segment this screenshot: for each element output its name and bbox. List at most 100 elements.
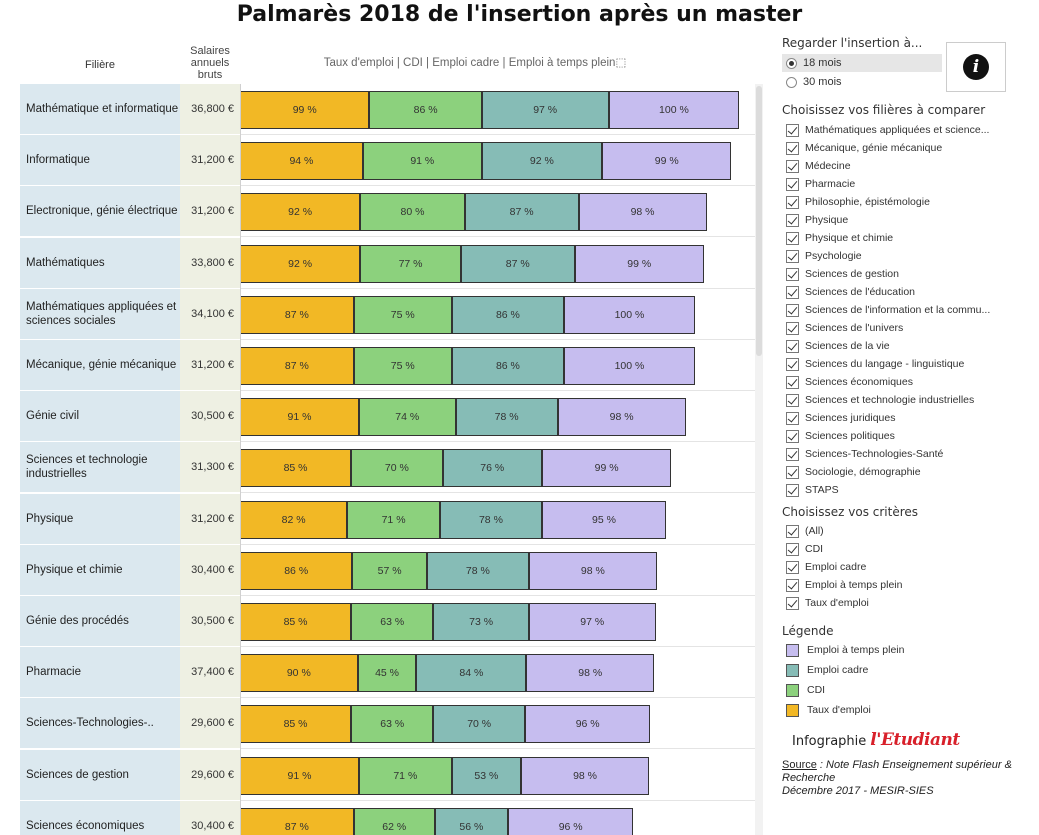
bar-segment-cdi[interactable]: 77 % <box>360 244 461 283</box>
bar-segment-cdi[interactable]: 86 % <box>369 91 482 129</box>
critere-checkbox[interactable]: Emploi cadre <box>786 558 866 576</box>
filiere-checkbox[interactable]: STAPS <box>786 481 839 499</box>
filiere-checkbox[interactable]: Sciences économiques <box>786 373 913 391</box>
bar-segment-emploi-temps-plein[interactable]: 95 % <box>541 500 667 539</box>
bar-segment-emploi-cadre[interactable]: 76 % <box>442 449 542 488</box>
checkbox-checked-icon <box>786 357 799 371</box>
chart-scrollbar-thumb[interactable] <box>756 86 762 356</box>
filiere-checkbox[interactable]: Médecine <box>786 157 851 175</box>
bar-segment-emploi-temps-plein[interactable]: 98 % <box>526 654 655 693</box>
filiere-checkbox[interactable]: Sciences de l'univers <box>786 319 903 337</box>
bar-segment-emploi-temps-plein[interactable]: 98 % <box>578 193 707 232</box>
info-button[interactable]: i <box>946 42 1006 92</box>
filiere-checkbox[interactable]: Sciences de gestion <box>786 265 899 283</box>
bar-segment-taux-d-emploi[interactable]: 87 % <box>240 295 354 334</box>
bar-segment-emploi-cadre[interactable]: 97 % <box>481 91 609 129</box>
bar-segment-taux-d-emploi[interactable]: 85 % <box>240 603 352 641</box>
bar-segment-emploi-temps-plein[interactable]: 99 % <box>602 142 732 181</box>
bar-segment-emploi-temps-plein[interactable]: 99 % <box>541 449 672 488</box>
chart-scrollbar[interactable] <box>755 84 763 835</box>
bar-segment-emploi-cadre[interactable]: 92 % <box>481 142 603 181</box>
bar-segment-emploi-cadre[interactable]: 86 % <box>451 347 565 385</box>
bar-segment-emploi-cadre[interactable]: 84 % <box>416 654 527 693</box>
filiere-checkbox[interactable]: Mathématiques appliquées et science... <box>786 121 989 139</box>
filiere-checkbox[interactable]: Psychologie <box>786 247 862 265</box>
bar-segment-taux-d-emploi[interactable]: 99 % <box>240 91 370 129</box>
bar-segment-emploi-cadre[interactable]: 73 % <box>433 603 529 641</box>
bar-segment-emploi-cadre[interactable]: 78 % <box>439 500 542 539</box>
critere-checkbox[interactable]: Emploi à temps plein <box>786 576 902 594</box>
bar-segment-cdi[interactable]: 91 % <box>362 142 482 181</box>
bar-segment-cdi[interactable]: 63 % <box>351 603 434 641</box>
bar-segment-emploi-cadre[interactable]: 78 % <box>455 398 558 437</box>
filiere-checkbox[interactable]: Sciences de l'éducation <box>786 283 915 301</box>
filiere-checkbox[interactable]: Physique et chimie <box>786 229 893 247</box>
bar-segment-emploi-cadre[interactable]: 56 % <box>434 807 508 835</box>
chart-divider <box>240 84 241 835</box>
filiere-checkbox[interactable]: Sciences et technologie industrielles <box>786 391 974 409</box>
bar-segment-cdi[interactable]: 80 % <box>360 193 465 232</box>
bar-segment-taux-d-emploi[interactable]: 91 % <box>240 756 359 795</box>
bar-segment-cdi[interactable]: 62 % <box>353 807 435 835</box>
filiere-checkbox[interactable]: Sciences-Technologies-Santé <box>786 445 943 463</box>
bar-segment-emploi-cadre[interactable]: 78 % <box>426 551 529 590</box>
bar-segment-taux-d-emploi[interactable]: 87 % <box>240 347 354 385</box>
bar-segment-cdi[interactable]: 71 % <box>347 500 440 539</box>
bar-segment-emploi-cadre[interactable]: 53 % <box>451 756 521 795</box>
bar-segment-taux-d-emploi[interactable]: 92 % <box>240 244 361 283</box>
bar-segment-taux-d-emploi[interactable]: 85 % <box>240 449 352 488</box>
bar-segment-cdi[interactable]: 63 % <box>351 705 434 744</box>
bar-segment-emploi-cadre[interactable]: 87 % <box>460 244 575 283</box>
critere-checkbox[interactable]: CDI <box>786 540 823 558</box>
filiere-checkbox[interactable]: Sciences du langage - linguistique <box>786 355 964 373</box>
bar-segment-emploi-cadre[interactable]: 70 % <box>433 705 525 744</box>
critere-checkbox[interactable]: Taux d'emploi <box>786 594 869 612</box>
bar-segment-emploi-temps-plein[interactable]: 99 % <box>574 244 704 283</box>
filiere-checkbox[interactable]: Physique <box>786 211 848 229</box>
bar-segment-taux-d-emploi[interactable]: 94 % <box>240 142 363 181</box>
bar-segment-emploi-temps-plein[interactable]: 96 % <box>507 807 634 835</box>
bar-segment-emploi-temps-plein[interactable]: 100 % <box>564 295 695 334</box>
critere-checkbox[interactable]: (All) <box>786 522 824 540</box>
filiere-checkbox[interactable]: Sciences de la vie <box>786 337 890 355</box>
filiere-checkbox[interactable]: Sciences juridiques <box>786 409 895 427</box>
bar-segment-emploi-cadre[interactable]: 86 % <box>451 295 565 334</box>
filiere-checkbox[interactable]: Sciences politiques <box>786 427 895 445</box>
checkbox-checked-icon <box>786 524 799 538</box>
bar-segment-emploi-temps-plein[interactable]: 97 % <box>528 603 656 641</box>
filiere-checkbox[interactable]: Philosophie, épistémologie <box>786 193 930 211</box>
bar-segment-taux-d-emploi[interactable]: 87 % <box>240 807 354 835</box>
bar-value-label: 96 % <box>575 718 600 731</box>
bar-segment-taux-d-emploi[interactable]: 92 % <box>240 193 361 232</box>
bar-segment-taux-d-emploi[interactable]: 82 % <box>240 500 348 539</box>
radio-18-mois[interactable]: 18 mois <box>782 54 942 72</box>
filiere-checkbox[interactable]: Pharmacie <box>786 175 855 193</box>
bar-segment-emploi-cadre[interactable]: 87 % <box>464 193 579 232</box>
bar-value-label: 75 % <box>390 360 415 372</box>
bar-segment-emploi-temps-plein[interactable]: 100 % <box>608 91 740 129</box>
bar-segment-cdi[interactable]: 57 % <box>352 551 427 590</box>
radio-30-mois[interactable]: 30 mois <box>782 73 942 91</box>
table-row: Informatique 31,200 € 94 % 91 % 92 % 99 % <box>20 135 755 187</box>
bar-segment-cdi[interactable]: 70 % <box>351 449 443 488</box>
filiere-checkbox[interactable]: Mécanique, génie mécanique <box>786 139 942 157</box>
bar-value-label: 80 % <box>400 206 425 219</box>
bar-segment-emploi-temps-plein[interactable]: 98 % <box>557 398 686 437</box>
bar-segment-emploi-temps-plein[interactable]: 98 % <box>521 756 650 795</box>
filiere-checkbox[interactable]: Sciences de l'information et la commu... <box>786 301 990 319</box>
bar-segment-taux-d-emploi[interactable]: 90 % <box>240 654 358 693</box>
filiere-checkbox[interactable]: Sociologie, démographie <box>786 463 921 481</box>
bar-segment-cdi[interactable]: 71 % <box>358 756 452 795</box>
bar-segment-emploi-temps-plein[interactable]: 98 % <box>528 551 657 590</box>
bar-segment-taux-d-emploi[interactable]: 85 % <box>240 705 352 744</box>
table-row: Sciences économiques 30,400 € 87 % 62 % 56 %… <box>20 800 755 835</box>
bar-segment-cdi[interactable]: 75 % <box>353 295 452 334</box>
bar-segment-emploi-temps-plein[interactable]: 96 % <box>524 705 651 744</box>
bar-segment-cdi[interactable]: 74 % <box>358 398 456 437</box>
bar-segment-cdi[interactable]: 45 % <box>357 654 417 693</box>
bar-segment-taux-d-emploi[interactable]: 91 % <box>240 398 359 437</box>
bar-segment-taux-d-emploi[interactable]: 86 % <box>240 551 353 590</box>
bar-segment-cdi[interactable]: 75 % <box>353 347 452 385</box>
checkbox-label: Sciences de la vie <box>805 340 890 352</box>
bar-segment-emploi-temps-plein[interactable]: 100 % <box>564 347 695 385</box>
